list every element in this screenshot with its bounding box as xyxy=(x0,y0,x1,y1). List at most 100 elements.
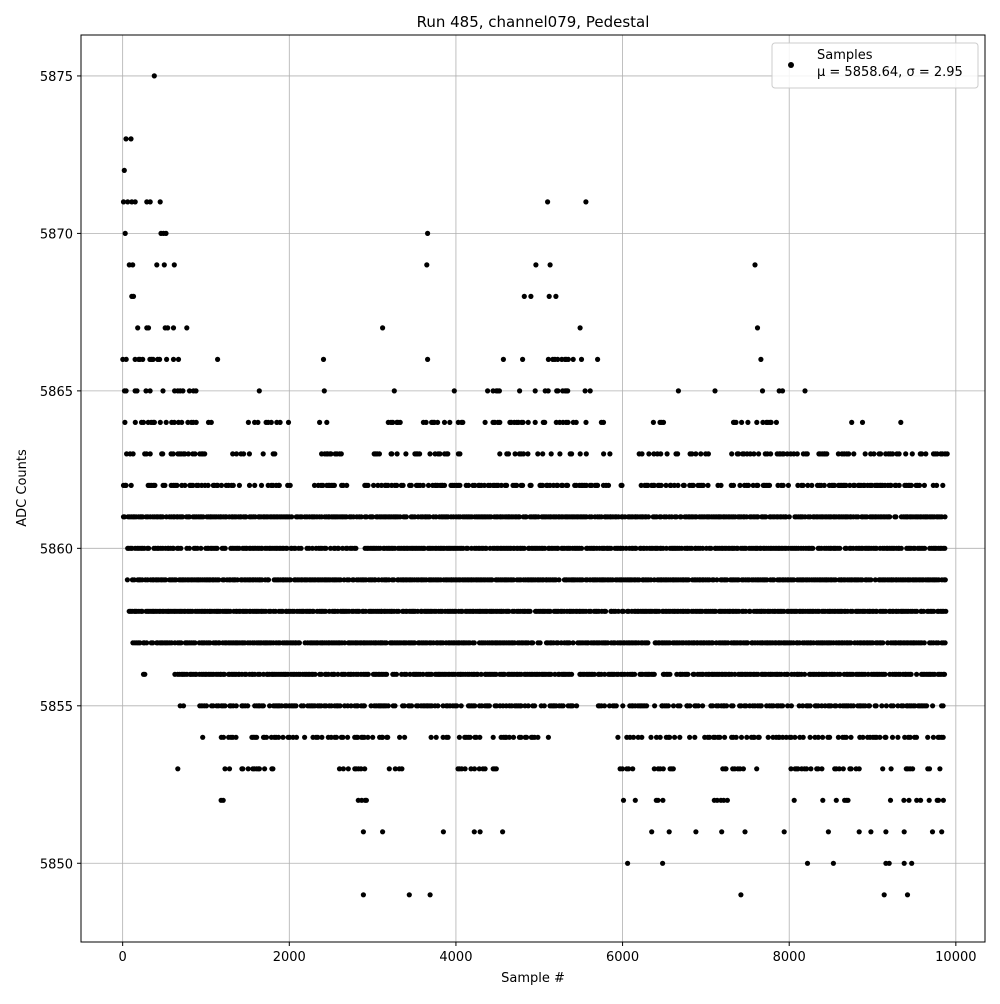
data-point xyxy=(930,734,937,740)
data-point xyxy=(577,325,583,331)
data-point xyxy=(795,482,801,488)
data-point xyxy=(287,577,293,583)
data-point xyxy=(462,766,468,772)
data-point xyxy=(267,703,273,709)
data-point xyxy=(380,829,386,835)
data-point xyxy=(940,734,946,740)
data-point xyxy=(732,671,738,677)
data-point xyxy=(186,545,192,551)
data-point xyxy=(338,451,344,457)
data-point xyxy=(883,703,890,709)
data-point xyxy=(298,545,304,551)
data-point xyxy=(397,419,403,425)
data-point xyxy=(445,734,451,740)
data-point xyxy=(859,419,866,425)
data-point xyxy=(358,766,364,772)
data-point xyxy=(792,734,798,740)
data-point xyxy=(246,482,253,488)
data-point xyxy=(122,230,128,236)
data-point xyxy=(931,608,937,614)
data-point xyxy=(482,419,488,425)
data-point xyxy=(425,356,431,362)
data-point xyxy=(648,734,654,740)
data-point xyxy=(268,419,274,425)
data-point xyxy=(276,482,282,488)
data-point xyxy=(215,356,221,362)
data-point xyxy=(384,671,390,677)
data-point xyxy=(909,451,915,457)
data-point xyxy=(180,514,186,520)
data-point xyxy=(302,734,308,740)
data-point xyxy=(277,419,283,425)
data-point xyxy=(560,703,566,709)
data-point xyxy=(514,482,520,488)
data-point xyxy=(881,892,887,898)
data-point xyxy=(583,451,589,457)
data-point xyxy=(458,703,464,709)
data-point xyxy=(883,734,889,740)
data-point xyxy=(319,734,325,740)
data-point xyxy=(837,545,843,551)
data-point xyxy=(478,671,484,677)
data-point xyxy=(639,451,645,457)
data-point xyxy=(781,451,787,457)
data-point xyxy=(170,545,177,551)
y-tick-label: 5850 xyxy=(40,857,73,872)
data-point xyxy=(371,482,377,488)
data-point xyxy=(535,451,541,457)
data-point xyxy=(921,482,928,488)
data-point xyxy=(843,734,849,740)
data-point xyxy=(913,734,920,740)
y-tick-label: 5865 xyxy=(40,385,73,400)
data-point xyxy=(602,671,608,677)
y-tick-label: 5855 xyxy=(40,700,73,715)
data-point xyxy=(691,671,697,677)
data-point xyxy=(300,703,307,709)
data-point xyxy=(574,703,580,709)
data-point xyxy=(270,766,276,772)
data-point xyxy=(498,482,504,488)
data-point xyxy=(639,734,645,740)
data-point xyxy=(730,482,737,488)
data-point xyxy=(182,482,188,488)
data-point xyxy=(705,482,711,488)
data-point xyxy=(546,293,552,299)
data-point xyxy=(755,514,761,520)
data-point xyxy=(320,482,326,488)
data-point xyxy=(328,451,334,457)
data-point xyxy=(831,482,838,488)
data-point xyxy=(530,640,536,646)
data-point xyxy=(370,734,376,740)
data-point xyxy=(545,199,551,205)
y-tick-label: 5875 xyxy=(40,70,73,85)
data-point xyxy=(710,703,716,709)
data-point xyxy=(651,482,657,488)
data-point xyxy=(336,766,343,772)
data-point xyxy=(500,829,506,835)
data-point xyxy=(824,451,830,457)
data-point xyxy=(577,451,583,457)
data-point xyxy=(482,766,488,772)
data-point xyxy=(685,671,691,677)
data-point xyxy=(898,545,904,551)
x-tick-label: 8000 xyxy=(773,950,806,965)
data-point xyxy=(681,482,687,488)
data-point xyxy=(942,577,948,583)
data-point xyxy=(520,356,526,362)
data-point xyxy=(130,451,136,457)
data-point xyxy=(504,482,510,488)
data-point xyxy=(896,482,902,488)
data-point xyxy=(807,734,813,740)
data-point xyxy=(877,734,883,740)
data-point xyxy=(781,829,787,835)
data-point xyxy=(667,734,673,740)
data-point xyxy=(677,734,683,740)
data-point xyxy=(788,703,795,709)
data-point xyxy=(233,451,240,457)
data-point xyxy=(815,734,821,740)
data-point xyxy=(780,703,786,709)
data-point xyxy=(804,451,810,457)
data-point xyxy=(587,388,593,394)
data-point xyxy=(785,703,791,709)
y-axis-ticks: 5850 5855 5860 5865 5870 5875 xyxy=(40,70,81,872)
